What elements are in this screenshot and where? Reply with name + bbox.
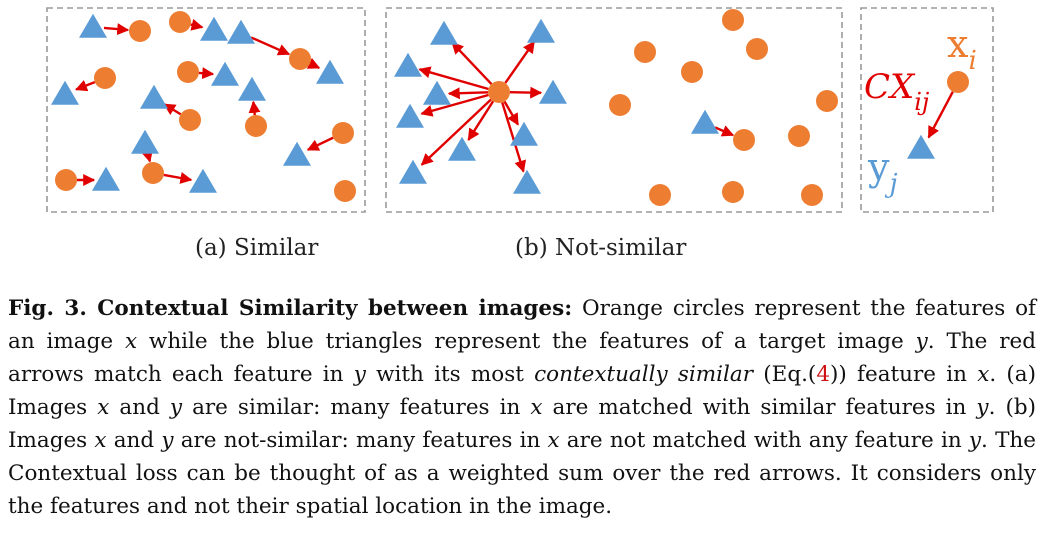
panel-legend-frame: [860, 7, 994, 213]
circles-layer: [55, 9, 969, 206]
feature-triangle: [513, 169, 541, 194]
feature-triangle: [691, 109, 719, 134]
feature-circle: [788, 125, 810, 147]
feature-triangle: [423, 80, 451, 105]
feature-circle: [179, 109, 201, 131]
feature-circle: [334, 180, 356, 202]
feature-circle: [733, 129, 755, 151]
equation-reference-link[interactable]: 4: [816, 362, 831, 387]
match-arrow: [503, 100, 520, 126]
match-arrow: [451, 41, 493, 85]
feature-triangle: [399, 159, 427, 184]
feature-circle: [722, 9, 744, 31]
match-arrow: [163, 172, 193, 184]
figure-illustration: xi yj CXij (a) Similar (b) Not-similar: [46, 7, 994, 261]
feature-triangle: [79, 13, 107, 38]
feature-circle: [55, 169, 77, 191]
feature-circle: [649, 184, 671, 206]
match-arrow: [248, 100, 261, 116]
feature-triangle: [448, 136, 476, 161]
feature-triangle: [316, 59, 344, 84]
feature-triangle: [907, 134, 935, 159]
subcaption-a: (a) Similar: [195, 235, 318, 261]
feature-circle: [681, 61, 703, 83]
feature-circle: [289, 48, 311, 70]
feature-triangle: [283, 141, 311, 166]
legend-cx-label: CXij: [864, 67, 930, 116]
legend-x-subscript: i: [968, 46, 976, 76]
match-arrow: [250, 36, 291, 56]
match-arrow: [198, 67, 215, 80]
legend-cx-subscript: ij: [914, 88, 930, 116]
arrows-layer: [75, 18, 954, 186]
match-arrow: [501, 102, 527, 173]
match-arrow: [163, 103, 182, 116]
match-arrow: [306, 136, 334, 151]
feature-triangle: [227, 19, 255, 44]
figure-caption: Fig. 3. Contextual Similarity between im…: [8, 296, 1036, 519]
feature-triangle: [131, 129, 159, 154]
feature-circle: [332, 122, 354, 144]
feature-triangle: [211, 61, 239, 86]
feature-circle: [129, 20, 151, 42]
match-arrow: [103, 23, 130, 36]
feature-circle: [177, 61, 199, 83]
feature-triangle: [238, 76, 266, 101]
match-arrow: [306, 57, 321, 70]
match-arrow: [420, 93, 489, 117]
match-arrow: [509, 86, 543, 99]
feature-circle: [142, 162, 164, 184]
feature-circle: [94, 67, 116, 89]
match-arrow: [75, 79, 96, 92]
feature-triangle: [396, 103, 424, 128]
feature-circle: [722, 181, 744, 203]
match-arrow: [418, 66, 489, 91]
feature-triangle: [92, 166, 120, 191]
feature-triangle: [140, 84, 168, 109]
match-arrow: [141, 149, 153, 163]
feature-circle: [746, 38, 768, 60]
feature-triangle: [510, 121, 538, 146]
feature-triangle: [200, 16, 228, 41]
caption-figure-label: Fig. 3. Contextual Similarity between im…: [8, 296, 573, 321]
feature-triangle: [394, 52, 422, 77]
feature-triangle: [527, 18, 555, 43]
legend-x-label: xi: [947, 22, 977, 76]
feature-circle: [634, 41, 656, 63]
match-arrow: [714, 125, 735, 137]
match-arrow: [447, 87, 489, 100]
feature-triangle: [430, 20, 458, 45]
feature-triangle: [539, 79, 567, 104]
feature-circle: [609, 94, 631, 116]
feature-circle: [245, 115, 267, 137]
triangles-layer: [51, 13, 935, 194]
feature-circle: [801, 184, 823, 206]
feature-triangle: [51, 80, 79, 105]
feature-circle: [488, 81, 510, 103]
legend-y-label: yj: [867, 145, 898, 199]
panel-a-frame: [46, 7, 366, 213]
feature-circle: [816, 90, 838, 112]
match-arrow: [420, 98, 492, 166]
feature-triangle: [189, 168, 217, 193]
match-arrow: [927, 91, 954, 139]
feature-circle: [947, 71, 969, 93]
match-arrow: [190, 18, 204, 31]
subcaption-b: (b) Not-similar: [515, 235, 686, 261]
match-arrow: [467, 100, 495, 141]
feature-circle: [169, 11, 191, 33]
match-arrow: [504, 40, 536, 84]
